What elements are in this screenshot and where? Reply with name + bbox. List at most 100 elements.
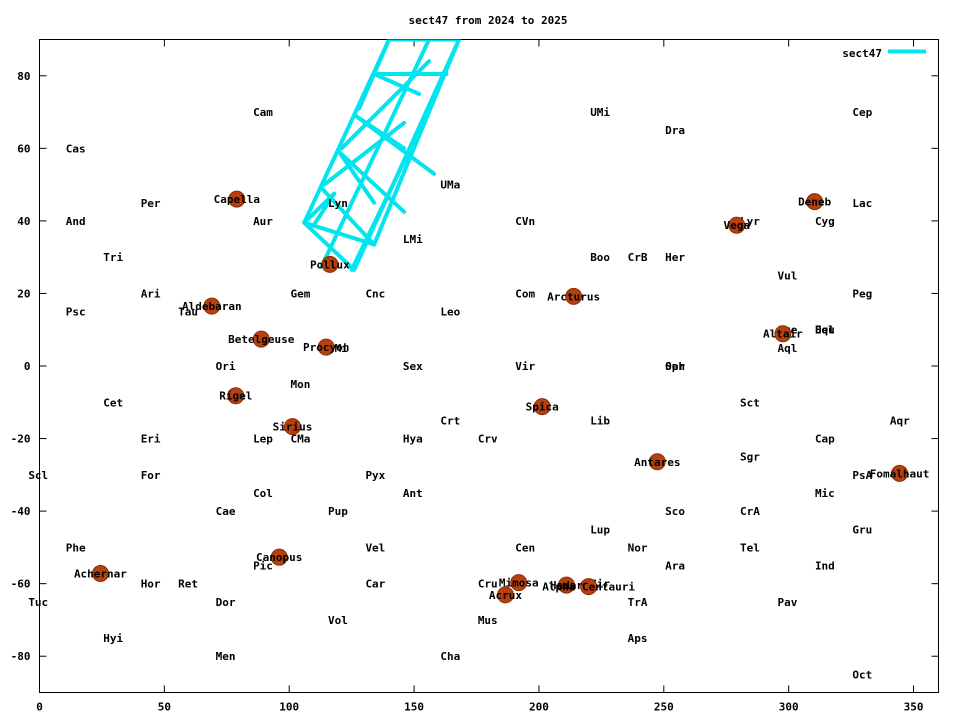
star-label: Mimosa <box>499 577 539 590</box>
star-marker <box>510 574 528 592</box>
sect47-mesh-line <box>319 39 432 269</box>
constellation-label: Cnc <box>365 287 385 300</box>
constellation-label: Ret <box>178 578 198 591</box>
constellation-label: Cas <box>66 142 86 155</box>
constellation-label: Phe <box>66 541 86 554</box>
sect47-mesh-line <box>349 139 417 272</box>
legend: sect47 <box>842 47 926 60</box>
star-label: Pollux <box>310 258 350 271</box>
constellation-label: TrA <box>628 596 648 609</box>
constellation-label: Cyg <box>815 215 835 228</box>
x-tick-label: 0 <box>36 701 43 714</box>
x-tick-label: 50 <box>158 701 171 714</box>
star-label: Acrux <box>489 589 522 602</box>
constellation-label: Com <box>515 287 535 300</box>
sect47-mesh-line <box>372 71 422 96</box>
sect47-mesh-line <box>372 39 462 247</box>
constellation-label: Nor <box>628 541 648 554</box>
constellation-label: Ind <box>815 560 835 573</box>
star-marker <box>806 193 824 211</box>
constellation-label: Pic <box>253 560 273 573</box>
constellation-label: Del <box>815 324 835 337</box>
star-marker <box>557 576 575 594</box>
constellation-label: CMa <box>291 433 311 446</box>
constellation-label: Vul <box>777 269 797 282</box>
constellation-label: Car <box>365 578 385 591</box>
constellation-label: Per <box>141 197 161 210</box>
star-label: Fomalhaut <box>870 467 930 480</box>
star-label: Canopus <box>256 551 302 564</box>
constellation-label: LMi <box>403 233 423 246</box>
constellation-label: Sex <box>403 360 423 373</box>
star-label: Deneb <box>798 196 831 209</box>
constellation-label: Tuc <box>28 596 48 609</box>
y-tick-label: 40 <box>17 215 30 228</box>
star-label: Betelgeuse <box>228 333 295 346</box>
constellation-label: Cep <box>852 106 872 119</box>
constellation-label: Sgr <box>740 451 760 464</box>
star-marker <box>227 387 245 405</box>
constellation-label: Lup <box>590 523 610 536</box>
x-tick-label: 250 <box>654 701 674 714</box>
constellation-label: PsA <box>852 469 872 482</box>
constellation-label: Dra <box>665 124 685 137</box>
axis-ticks: 0 50 100 150 200 250 300 350 -80 -60 -40 -20 0 20 40 60… <box>11 39 939 714</box>
y-tick-label: 0 <box>24 360 31 373</box>
star-marker <box>252 330 270 348</box>
star-label: Spica <box>526 401 559 414</box>
constellation-label: Cet <box>103 396 123 409</box>
constellation-label: Mus <box>478 614 498 627</box>
constellation-label: Cru <box>478 578 498 591</box>
star-label: Antares <box>634 456 680 469</box>
star-marker <box>580 578 598 596</box>
star-marker <box>565 287 583 305</box>
constellation-label: Ant <box>403 487 423 500</box>
star-marker <box>496 586 514 604</box>
constellation-label: Psc <box>66 306 86 319</box>
star-marker <box>533 398 551 416</box>
constellation-label: Her <box>665 251 685 264</box>
star-label: Arcturus <box>547 290 600 303</box>
constellation-label: UMi <box>590 106 610 119</box>
constellation-label: Mic <box>815 487 835 500</box>
star-marker <box>228 190 246 208</box>
chart-title: sect47 from 2024 to 2025 <box>409 14 568 27</box>
constellation-label: Crv <box>478 433 498 446</box>
constellation-label: Equ <box>815 324 835 337</box>
y-tick-label: 20 <box>17 287 30 300</box>
y-tick-label: 60 <box>17 142 30 155</box>
sect47-mesh-line <box>353 113 407 151</box>
constellation-label: CrA <box>740 505 760 518</box>
constellation-label: Lib <box>590 414 610 427</box>
constellation-label: Tel <box>740 541 760 554</box>
x-tick-label: 350 <box>904 701 924 714</box>
constellation-label: Gru <box>852 523 872 536</box>
sect47-mesh-line <box>322 120 407 187</box>
constellation-label: Hya <box>403 433 423 446</box>
sect47-mesh-line <box>337 149 377 205</box>
star-marker <box>648 453 666 471</box>
constellation-labels: Cas And Tri Psc Per Ari Tau Cet Eri For Scl Phe Tuc H… <box>28 106 910 681</box>
constellation-label: Gem <box>291 287 311 300</box>
constellation-label: Crt <box>440 414 460 427</box>
constellation-label: Eri <box>141 433 161 446</box>
constellation-label: Lep <box>253 433 273 446</box>
y-tick-label: -40 <box>11 505 31 518</box>
constellation-label: Mon <box>291 378 311 391</box>
constellation-label: Cam <box>253 106 273 119</box>
constellation-label: Aps <box>628 632 648 645</box>
sect47-mesh-line <box>302 220 377 247</box>
constellation-label: Men <box>216 650 236 663</box>
constellation-label: Oph <box>665 360 685 373</box>
constellation-label: Col <box>253 487 273 500</box>
sect47-mesh-line <box>339 59 432 151</box>
constellation-label: Cae <box>216 505 236 518</box>
constellation-label: Vel <box>365 541 385 554</box>
constellation-label: Oct <box>852 668 872 681</box>
sect47-region <box>302 39 462 272</box>
constellation-label: Cha <box>440 650 460 663</box>
constellation-label: Hor <box>141 578 161 591</box>
y-tick-label: -80 <box>11 650 31 663</box>
constellation-label: Pup <box>328 505 348 518</box>
